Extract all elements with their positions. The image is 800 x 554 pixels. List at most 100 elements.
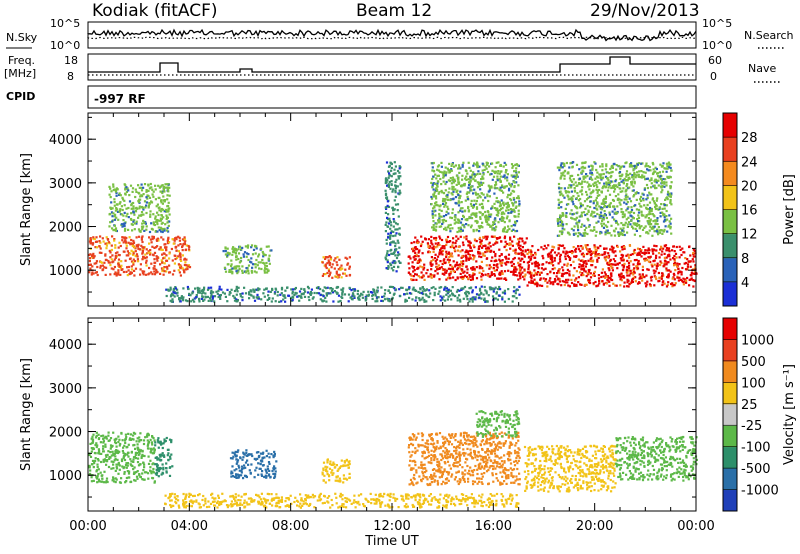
echo-cell (149, 249, 152, 252)
echo-cell (136, 470, 139, 473)
echo-cell (464, 292, 467, 295)
echo-cell (156, 245, 159, 248)
echo-cell (468, 181, 471, 184)
echo-cell (145, 261, 148, 264)
echo-cell (239, 295, 242, 298)
echo-cell (450, 164, 453, 167)
echo-cell (492, 227, 496, 230)
echo-cell (482, 193, 485, 196)
echo-cell (434, 189, 437, 192)
echo-cell (694, 279, 697, 283)
echo-cell (443, 268, 446, 271)
echo-cell (636, 267, 640, 270)
echo-cell (128, 236, 131, 239)
echo-cell (185, 266, 188, 269)
echo-cell (150, 449, 153, 452)
echo-cell (385, 238, 388, 241)
echo-cell (452, 198, 455, 201)
echo-cell (357, 298, 360, 301)
echo-cell (656, 262, 659, 265)
echo-cell (111, 444, 114, 448)
echo-cell (492, 297, 495, 300)
echo-cell (623, 233, 626, 237)
echo-cell (600, 222, 603, 225)
echo-cell (122, 451, 125, 454)
echo-cell (451, 208, 454, 211)
echo-cell (427, 275, 430, 278)
echo-cell (585, 226, 588, 229)
echo-cell (468, 166, 471, 169)
echo-cell (151, 235, 154, 238)
echo-cell (607, 181, 610, 184)
echo-cell (167, 236, 170, 239)
echo-cell (643, 257, 646, 261)
echo-cell (123, 236, 126, 239)
echo-cell (146, 444, 149, 447)
echo-cell (122, 214, 125, 217)
echo-cell (325, 266, 328, 270)
echo-cell (124, 452, 127, 456)
echo-cell (626, 265, 629, 269)
echo-cell (644, 225, 647, 228)
echo-cell (568, 184, 571, 187)
echo-cell (246, 266, 249, 270)
echo-cell (155, 255, 158, 258)
echo-cell (432, 258, 435, 261)
echo-cell (649, 219, 652, 223)
echo-cell (544, 278, 548, 281)
echo-cell (599, 232, 602, 235)
echo-cell (97, 448, 100, 451)
echo-cell (614, 195, 617, 198)
echo-cell (500, 213, 503, 216)
echo-cell (621, 248, 624, 251)
echo-cell (483, 297, 486, 300)
echo-cell (326, 271, 329, 275)
echo-cell (689, 265, 692, 268)
echo-cell (635, 174, 638, 177)
echo-cell (431, 226, 434, 229)
echo-cell (586, 217, 589, 220)
echo-cell (116, 251, 119, 254)
echo-cell (678, 263, 681, 266)
echo-cell (443, 198, 446, 201)
echo-cell (232, 294, 235, 298)
echo-cell (226, 288, 229, 291)
echo-cell (147, 206, 150, 209)
echo-cell (638, 226, 641, 229)
echo-cell (115, 449, 118, 452)
echo-cell (178, 298, 181, 301)
echo-cell (641, 214, 644, 217)
echo-cell (667, 276, 670, 279)
echo-cell (436, 168, 439, 171)
echo-cell (450, 168, 453, 171)
echo-cell (664, 244, 668, 247)
echo-cell (552, 281, 555, 284)
echo-cell (657, 252, 661, 255)
echo-cell (485, 247, 488, 250)
echo-cell (648, 211, 651, 214)
echo-cell (236, 265, 239, 268)
echo-cell (597, 247, 600, 250)
echo-cell (632, 168, 635, 171)
echo-cell (504, 256, 507, 259)
echo-cell (600, 275, 603, 279)
echo-cell (141, 250, 144, 253)
echo-cell (510, 192, 513, 195)
echo-cell (620, 210, 623, 213)
echo-cell (376, 286, 379, 289)
echo-cell (425, 272, 428, 275)
echo-cell (276, 294, 279, 297)
echo-cell (485, 163, 489, 166)
echo-cell (607, 263, 610, 266)
echo-cell (623, 165, 626, 168)
echo-cell (443, 170, 446, 173)
echo-cell (459, 250, 462, 253)
echo-cell (140, 236, 143, 239)
echo-cell (95, 236, 98, 239)
echo-cell (235, 288, 238, 291)
echo-cell (669, 185, 672, 188)
echo-cell (371, 297, 374, 300)
echo-cell (148, 196, 152, 199)
echo-cell (178, 236, 181, 239)
echo-cell (392, 212, 395, 215)
